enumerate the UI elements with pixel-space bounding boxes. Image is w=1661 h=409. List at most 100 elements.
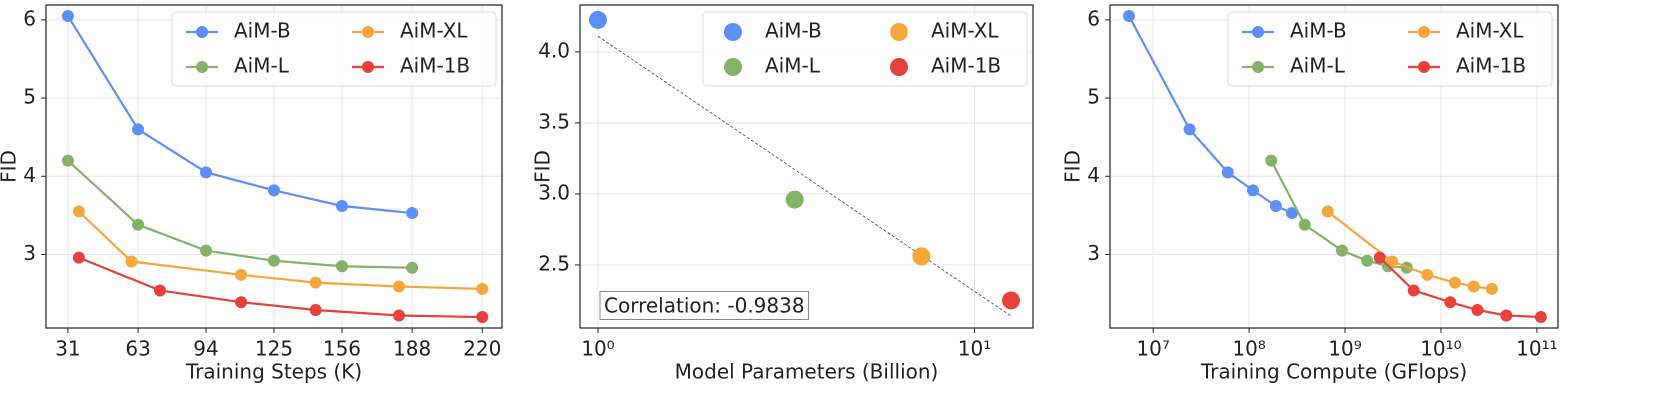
line-marker <box>1448 276 1461 289</box>
line-marker <box>72 205 85 218</box>
x-tick-label: 10⁰ <box>581 337 614 361</box>
x-tick-label: 10⁷ <box>1136 337 1169 361</box>
x-tick-label: 10¹¹ <box>1516 337 1557 361</box>
series-line <box>78 210 483 290</box>
line-marker <box>1373 251 1386 264</box>
x-tick-label: 10⁸ <box>1232 337 1265 361</box>
line-marker <box>1471 304 1484 317</box>
line-marker <box>1183 123 1196 136</box>
series-line <box>67 159 413 269</box>
y-axis-label: FID <box>531 150 555 183</box>
x-tick-label: 31 <box>55 337 80 361</box>
series-line <box>66 15 413 215</box>
legend-label: AiM-1B <box>1456 54 1526 78</box>
legend-label: AiM-L <box>234 54 290 78</box>
line-marker <box>235 296 248 309</box>
line-marker <box>309 304 322 317</box>
line-marker <box>1221 166 1234 179</box>
y-tick-label: 6 <box>23 6 36 30</box>
axes-frame <box>1109 4 1559 329</box>
line-marker <box>72 251 85 264</box>
line-marker <box>1265 154 1278 167</box>
y-tick-label: 5 <box>1087 85 1100 109</box>
y-axis-label: FID <box>1061 150 1085 183</box>
x-tick-label: 10¹⁰ <box>1420 337 1461 361</box>
x-tick-label: 125 <box>255 337 293 361</box>
annotation-box <box>599 291 810 320</box>
legend-marker <box>196 61 208 73</box>
legend-marker <box>1418 61 1430 73</box>
line-marker <box>154 284 166 297</box>
x-tick-label: 94 <box>193 337 218 361</box>
axes-frame <box>579 4 1034 329</box>
line-marker <box>1500 309 1513 322</box>
legend-marker <box>1252 61 1264 73</box>
line-marker <box>335 260 348 273</box>
subplot: 2.5 3.0 3.5 4.0 10⁰ 10¹ Model Parameters (Bill… <box>531 4 1034 384</box>
line-marker <box>268 184 280 197</box>
legend-marker <box>196 26 208 38</box>
y-tick-label: 2.5 <box>538 251 570 275</box>
y-tick-label: 4 <box>23 163 36 187</box>
x-axis-label: Training Compute (GFlops) <box>1200 360 1467 384</box>
legend-label: AiM-B <box>765 19 822 43</box>
legend-marker <box>724 23 742 41</box>
legend-box <box>171 11 497 87</box>
legend-label: AiM-XL <box>1456 19 1524 43</box>
line-marker <box>392 309 405 322</box>
scatter-point <box>588 10 607 29</box>
scatter-point <box>785 190 804 209</box>
line-marker <box>476 282 489 295</box>
scatter-point <box>1001 291 1020 310</box>
legend-marker <box>1252 26 1264 38</box>
legend-marker <box>362 61 374 73</box>
series-line <box>1327 210 1493 290</box>
legend-box <box>702 11 1028 87</box>
line-marker <box>1335 244 1348 257</box>
y-tick-label: 4 <box>1087 163 1100 187</box>
line-marker <box>1285 207 1298 220</box>
annotation: Correlation: -0.9838 <box>604 294 805 318</box>
y-axis-label: FID <box>0 150 21 183</box>
series-line <box>78 256 483 319</box>
line-marker <box>1485 282 1498 295</box>
y-tick-label: 6 <box>1087 6 1100 30</box>
x-tick-label: 63 <box>125 337 150 361</box>
line-marker <box>1321 205 1334 218</box>
legend-label: AiM-L <box>1290 54 1346 78</box>
line-marker <box>235 268 248 281</box>
line-marker <box>1269 199 1282 212</box>
line-marker <box>268 254 280 267</box>
legend-marker <box>724 58 742 76</box>
y-tick-label: 3.0 <box>538 180 570 204</box>
line-marker <box>392 280 405 293</box>
x-axis-label: Training Steps (K) <box>185 360 362 384</box>
line-marker <box>1534 311 1547 324</box>
line-marker <box>125 255 138 268</box>
line-marker <box>309 276 322 289</box>
line-marker <box>132 218 145 231</box>
line-marker <box>1407 284 1420 297</box>
legend-marker <box>890 58 908 76</box>
line-marker <box>1361 254 1374 267</box>
x-tick-label: 10⁹ <box>1328 337 1361 361</box>
legend-label: AiM-XL <box>400 19 468 43</box>
line-marker <box>200 244 213 257</box>
legend-box <box>1227 11 1553 87</box>
line-marker <box>200 166 213 179</box>
y-tick-label: 3 <box>1087 241 1100 265</box>
line-marker <box>335 199 348 212</box>
line-marker <box>1444 296 1457 309</box>
y-tick-label: 3.5 <box>538 109 570 133</box>
line-marker <box>476 311 489 324</box>
line-marker <box>406 207 419 220</box>
x-tick-label: 10¹ <box>958 337 991 361</box>
line-marker <box>1467 280 1480 293</box>
legend-label: AiM-B <box>1290 19 1347 43</box>
line-marker <box>406 261 419 274</box>
y-tick-label: 4.0 <box>538 38 570 62</box>
x-tick-label: 156 <box>323 337 361 361</box>
line-marker <box>61 9 74 22</box>
scatter-point <box>912 247 931 266</box>
legend-marker <box>362 26 374 38</box>
